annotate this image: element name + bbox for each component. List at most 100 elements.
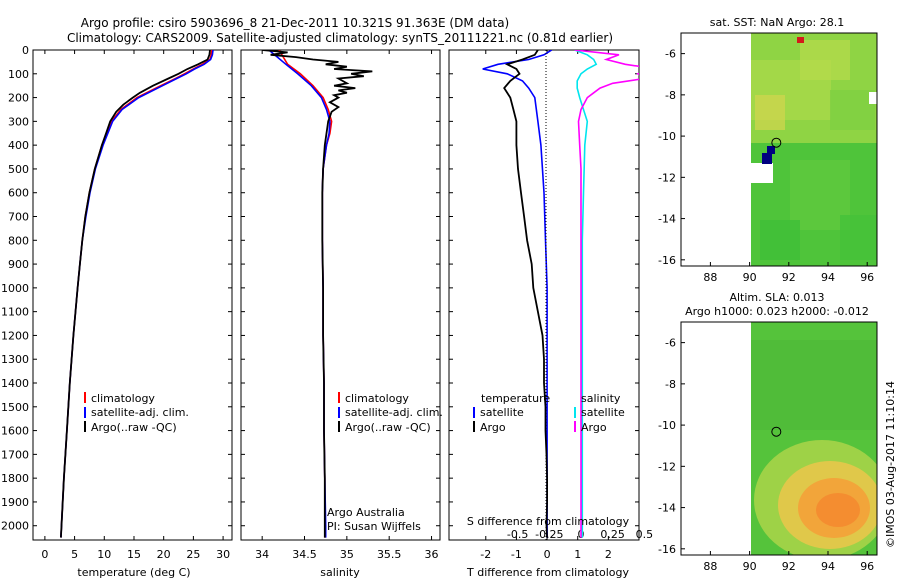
xtick-label: 0 [41,548,48,561]
ytick-label: 1700 [1,448,29,461]
sst-heatmap [751,33,877,266]
ytick-label: 1800 [1,472,29,485]
ytick-label: -6 [665,337,676,350]
sst-argo-marker [771,137,782,148]
salinity-xlabel: salinity [320,566,360,579]
xtick-label: 2 [605,548,612,561]
ytick-label: -14 [658,502,676,515]
xtick-label: 35.5 [377,548,402,561]
ytick-label: -10 [658,419,676,432]
legend-label-satellite: satellite-adj. clim. [91,406,189,419]
sst-patch [830,90,875,130]
legend-label-argo: Argo(..raw -QC) [345,421,431,434]
xtick-label: 5 [71,548,78,561]
temperature-legend: climatology satellite-adj. clim. Argo(..… [84,392,189,434]
salinity-legend: climatology satellite-adj. clim. Argo(..… [338,392,443,434]
ytick-label: 900 [8,258,29,271]
ytick-label: -6 [665,48,676,61]
sst-patch [840,215,877,260]
legend-header-temperature: temperature [481,392,550,405]
series-s-argo [574,50,639,538]
xtick-label: 1 [574,548,581,561]
sst-gap [751,163,773,183]
legend-label-climatology: climatology [91,392,155,405]
ytick-label: -12 [658,171,676,184]
difference-xlabel: T difference from climatology [466,566,629,579]
legend-label-argo: Argo(..raw -QC) [91,421,177,434]
ytick-label: 1900 [1,496,29,509]
series-climatology [60,50,213,538]
sst-argo-cell [762,153,772,164]
salinity-ticks: 34 34.5 35 35.5 36 [241,49,440,561]
ytick-label: 0 [22,44,29,57]
difference-ticks: -2 -1 0 1 2-0.5 -0.25 0 0.25 0.5 [449,49,653,561]
temperature-xlabel: temperature (deg C) [77,566,190,579]
ytick-label: -12 [658,460,676,473]
legend-label-s-argo: Argo [581,421,607,434]
salinity-axes [240,49,441,541]
xtick-label: 36 [425,548,439,561]
x2tick-label: 0.25 [600,528,625,541]
sla-map-title-line2: Argo h1000: 0.023 h2000: -0.012 [685,305,869,318]
ytick-label: 800 [8,234,29,247]
xtick-label: 34.5 [292,548,317,561]
temperature-axes [32,49,233,541]
ytick-label: -14 [658,213,676,226]
xtick-label: 88 [703,560,717,573]
series-satellite-adj-clim- [60,50,214,538]
ytick-label: 1200 [1,329,29,342]
x2tick-label: -0.5 [507,528,528,541]
xtick-label: 20 [157,548,171,561]
legend-label-satellite: satellite-adj. clim. [345,406,443,419]
ytick-label: 1400 [1,377,29,390]
ytick-label: -8 [665,89,676,102]
temperature-series [60,50,214,538]
legend-header-salinity: salinity [581,392,621,405]
ytick-label: 2000 [1,520,29,533]
series-satellite-adj-clim- [268,50,331,538]
sst-patch [755,95,785,130]
xtick-label: 90 [743,560,757,573]
difference-series [482,50,639,538]
sla-high [816,493,860,527]
series-argo-raw-qc- [262,50,373,538]
xtick-label: 25 [186,548,200,561]
sla-map-axes [680,321,878,556]
xtick-label: 96 [860,271,874,284]
sla-argo-marker [771,426,782,437]
sst-map-axes [680,32,878,267]
xtick-label: -1 [511,548,522,561]
legend-label-t-satellite: satellite [480,406,524,419]
difference-x2label: S difference from climatology [467,515,630,528]
xtick-label: 35 [340,548,354,561]
sst-argo-cell [767,146,775,154]
ytick-label: -8 [665,378,676,391]
sst-gap [869,92,877,104]
sla-map-title-line1: Altim. SLA: 0.013 [729,291,824,304]
xtick-label: 94 [821,560,835,573]
x2tick-label: -0.25 [535,528,563,541]
ytick-label: 500 [8,163,29,176]
ytick-label: -10 [658,130,676,143]
xtick-label: 96 [860,560,874,573]
legend-label-t-argo: Argo [480,421,506,434]
salinity-series [262,50,373,538]
ytick-label: 1500 [1,401,29,414]
series-s-satellite [574,50,598,538]
ytick-label: 700 [8,211,29,224]
legend-label-s-satellite: satellite [581,406,625,419]
ytick-label: 1300 [1,353,29,366]
figure-title-line2: Climatology: CARS2009. Satellite-adjuste… [67,31,613,45]
xtick-label: 15 [127,548,141,561]
ytick-label: 600 [8,187,29,200]
ytick-label: 1000 [1,282,29,295]
sla-map-ticks: 88 90 92 94 96 -6 -8 -10 -12 -14 -16 [658,337,874,573]
difference-axes [448,49,640,541]
ytick-label: 1100 [1,306,29,319]
xtick-label: 92 [782,271,796,284]
figure-title-line1: Argo profile: csiro 5903696_8 21-Dec-201… [81,16,509,30]
xtick-label: 90 [743,271,757,284]
ytick-label: 200 [8,92,29,105]
xtick-label: -2 [480,548,491,561]
